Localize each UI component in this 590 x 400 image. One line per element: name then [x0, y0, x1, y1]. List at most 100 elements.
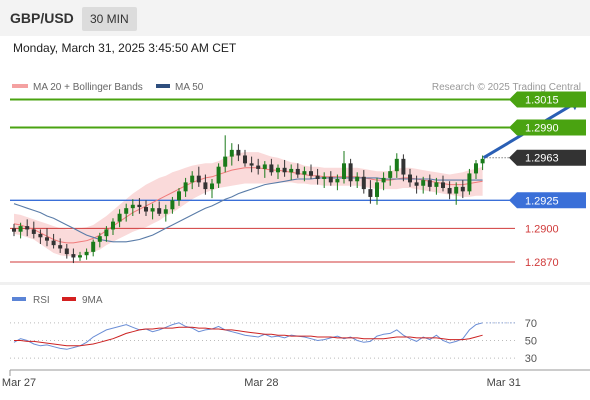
candle-body — [177, 191, 181, 201]
level-1.2990-label: 1.2990 — [525, 122, 559, 134]
ma20-line — [13, 167, 483, 244]
level-1.2870-label: 1.2870 — [525, 257, 559, 269]
candle-body — [427, 180, 432, 187]
candle-body — [223, 156, 228, 167]
candle-body — [51, 240, 56, 246]
candle-body — [342, 163, 346, 180]
level-1.2900-label: 1.2900 — [525, 223, 559, 235]
credit-label: Research © 2025 Trading Central — [432, 82, 581, 93]
candle-body — [170, 200, 175, 210]
ma20-legend-label: MA 20 + Bollinger Bands — [33, 82, 143, 93]
candle-body — [183, 182, 188, 192]
candle-body — [454, 186, 459, 194]
candle-body — [58, 245, 63, 249]
ma50-line — [13, 177, 483, 243]
candle-body — [256, 165, 261, 169]
ma50-legend-swatch — [156, 84, 170, 88]
rsi-panel: 70 50 30 — [10, 318, 537, 365]
datetime-label: Monday, March 31, 2025 3:45:50 AM CET — [13, 41, 237, 55]
candle-body — [467, 173, 472, 192]
candle-body — [25, 226, 30, 230]
candle-body — [421, 180, 426, 186]
x-axis-label: Mar 27 — [2, 377, 36, 389]
candle-body — [262, 164, 267, 169]
moving-averages — [13, 167, 483, 244]
rsi-legend-swatch — [12, 297, 26, 301]
candle-body — [474, 163, 478, 174]
rsi-ma-legend-swatch — [62, 297, 76, 301]
x-axis-label: Mar 28 — [244, 377, 278, 389]
candle-body — [309, 171, 313, 176]
candle-body — [335, 179, 340, 183]
candle-body — [394, 158, 399, 172]
candle-body — [91, 241, 96, 252]
candle-body — [18, 226, 23, 232]
candle-body — [375, 182, 379, 197]
rsi-tick-70: 70 — [525, 318, 537, 330]
level-1.3015-label: 1.3015 — [525, 94, 559, 106]
rsi-ma-legend-label: 9MA — [82, 295, 103, 306]
candle-body — [276, 167, 280, 173]
header-bar: GBP/USD 30 MIN — [0, 0, 590, 36]
timeframe-badge[interactable]: 30 MIN — [82, 7, 137, 31]
candle-body — [388, 171, 393, 178]
candle-body — [144, 207, 148, 212]
candle-body — [315, 175, 320, 180]
candle-body — [150, 208, 155, 212]
candle-body — [269, 164, 274, 173]
candle-body — [190, 175, 195, 183]
candle-body — [216, 166, 221, 184]
candle-body — [282, 167, 287, 173]
candle-body — [71, 254, 76, 258]
candle-body — [64, 248, 69, 255]
level-1.2963-label: 1.2963 — [525, 153, 559, 165]
candle-body — [460, 186, 465, 192]
candle-body — [328, 176, 333, 183]
candle-body — [229, 149, 234, 157]
candle-body — [130, 204, 135, 209]
candle-body — [203, 182, 208, 190]
candle-body — [210, 183, 214, 190]
rsi-legend-label: RSI — [33, 295, 50, 306]
candle-body — [322, 176, 327, 180]
candle-body — [124, 208, 129, 214]
level-1.2990-label-bg — [509, 119, 586, 136]
candle-body — [117, 213, 122, 222]
level-1.2925-label: 1.2925 — [525, 195, 559, 207]
candle-body — [361, 176, 366, 190]
candles — [12, 135, 485, 264]
candle-body — [12, 228, 16, 232]
candle-body — [355, 176, 360, 182]
candle-body — [157, 208, 162, 214]
candle-body — [401, 158, 406, 175]
level-labels: 1.3015 1.2990 1.2963 1.2925 1.2900 1.2870 — [509, 91, 586, 269]
candle-body — [31, 229, 36, 234]
candle-body — [243, 155, 247, 164]
level-lines — [10, 98, 515, 263]
candle-body — [447, 187, 452, 194]
candle-body — [480, 158, 485, 164]
candle-body — [111, 221, 115, 230]
rsi-line — [13, 322, 483, 350]
ma20-legend-swatch — [12, 84, 28, 88]
candle-body — [441, 182, 445, 188]
candle-body — [163, 209, 168, 214]
candle-body — [434, 182, 439, 187]
candle-body — [249, 163, 254, 166]
panel-separator — [0, 282, 590, 285]
candle-body — [408, 174, 412, 183]
candle-body — [414, 182, 419, 186]
symbol-title: GBP/USD — [10, 10, 74, 26]
rsi-tick-30: 30 — [525, 353, 537, 365]
candle-body — [78, 255, 82, 258]
candle-body — [381, 177, 386, 183]
candle-body — [38, 233, 43, 238]
ma50-legend-label: MA 50 — [175, 82, 204, 93]
candle-body — [295, 168, 300, 175]
candle-body — [104, 229, 109, 237]
x-axis-label: Mar 31 — [487, 377, 521, 389]
rsi-tick-50: 50 — [525, 336, 537, 348]
candle-body — [84, 251, 89, 256]
candle-body — [289, 168, 294, 173]
